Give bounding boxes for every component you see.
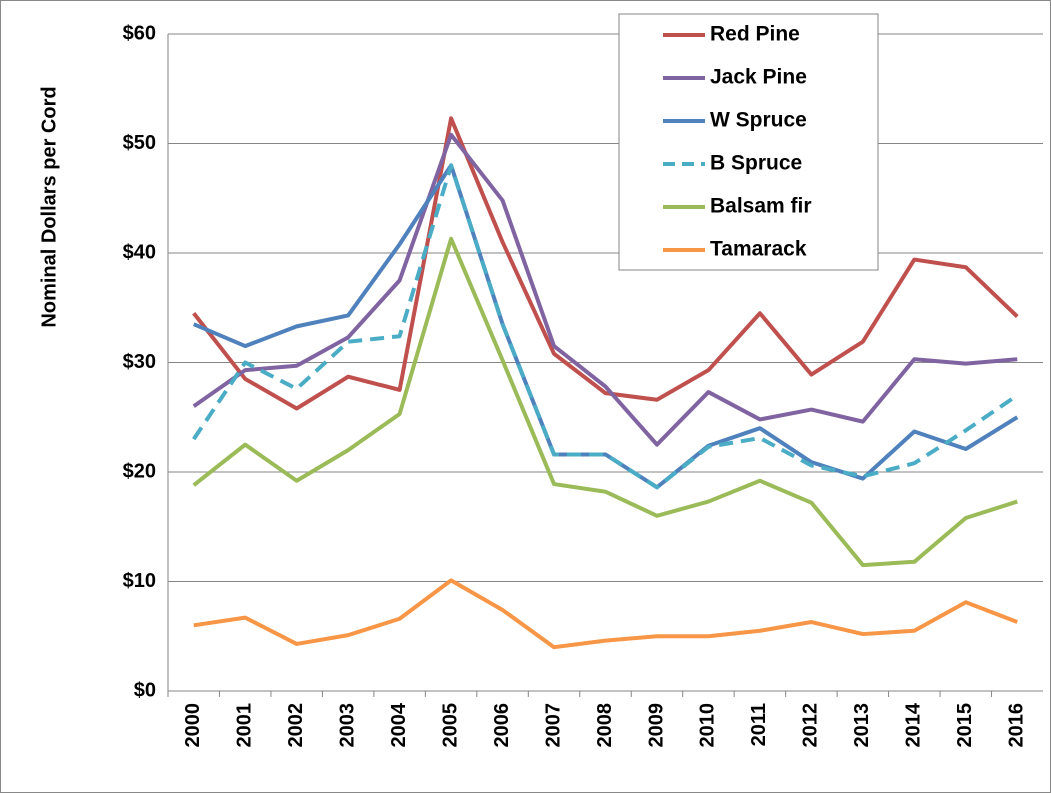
x-tick-label: 2005 — [439, 703, 461, 748]
x-tick-label: 2016 — [1006, 703, 1028, 748]
y-axis-label: Nominal Dollars per Cord — [38, 86, 60, 327]
y-tick-label: $0 — [134, 679, 156, 701]
legend-box — [618, 13, 879, 271]
y-tick-label: $60 — [123, 22, 156, 44]
x-tick-label: 2001 — [233, 703, 255, 748]
legend-label: Balsam fir — [710, 195, 812, 218]
x-tick-label: 2013 — [851, 703, 873, 748]
x-tick-label: 2002 — [285, 703, 307, 748]
x-tick-label: 2007 — [542, 703, 564, 748]
x-tick-label: 2004 — [388, 702, 410, 747]
series-line — [192, 132, 1018, 447]
x-tick-label: 2008 — [594, 703, 616, 748]
x-tick-label: 2006 — [491, 703, 513, 748]
x-tick-label: 2014 — [903, 702, 925, 747]
series-line — [192, 163, 1019, 490]
x-tick-label: 2000 — [182, 703, 204, 748]
x-tick-label: 2015 — [954, 703, 976, 748]
y-tick-label: $30 — [123, 351, 156, 373]
series-line — [193, 578, 1018, 650]
legend-label: W Spruce — [710, 109, 807, 132]
series-line — [192, 236, 1018, 568]
y-tick-label: $10 — [123, 570, 156, 592]
x-tick-label: 2010 — [697, 703, 719, 748]
legend-label: Tamarack — [710, 238, 807, 261]
legend-label: Jack Pine — [710, 66, 807, 89]
x-tick-label: 2003 — [336, 703, 358, 748]
series-line — [192, 116, 1019, 411]
y-tick-label: $40 — [123, 241, 156, 263]
legend-label: B Spruce — [710, 152, 802, 175]
y-tick-label: $50 — [123, 132, 156, 154]
x-tick-label: 2012 — [800, 703, 822, 748]
x-tick-label: 2011 — [748, 703, 770, 746]
y-tick-label: $20 — [123, 460, 156, 482]
legend-label: Red Pine — [710, 23, 800, 46]
x-tick-label: 2009 — [645, 703, 667, 748]
